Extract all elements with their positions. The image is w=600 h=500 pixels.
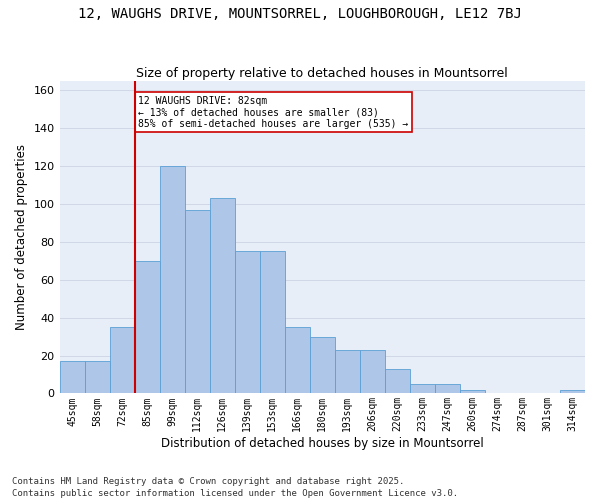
Bar [260,252,285,394]
Bar [435,384,460,394]
Bar [335,350,360,394]
Title: Size of property relative to detached houses in Mountsorrel: Size of property relative to detached ho… [136,66,508,80]
Bar [160,166,185,394]
Bar [59,361,85,394]
Bar [235,252,260,394]
Bar [110,327,134,394]
Bar [209,198,235,394]
Text: Contains HM Land Registry data © Crown copyright and database right 2025.
Contai: Contains HM Land Registry data © Crown c… [12,476,458,498]
Bar [410,384,435,394]
Bar [134,260,160,394]
Bar [360,350,385,394]
Text: 12, WAUGHS DRIVE, MOUNTSORREL, LOUGHBOROUGH, LE12 7BJ: 12, WAUGHS DRIVE, MOUNTSORREL, LOUGHBORO… [78,8,522,22]
Bar [185,210,209,394]
Bar [285,327,310,394]
X-axis label: Distribution of detached houses by size in Mountsorrel: Distribution of detached houses by size … [161,437,484,450]
Bar [560,390,585,394]
Bar [385,369,410,394]
Y-axis label: Number of detached properties: Number of detached properties [15,144,28,330]
Bar [460,390,485,394]
Bar [85,361,110,394]
Bar [310,336,335,394]
Text: 12 WAUGHS DRIVE: 82sqm
← 13% of detached houses are smaller (83)
85% of semi-det: 12 WAUGHS DRIVE: 82sqm ← 13% of detached… [139,96,409,129]
